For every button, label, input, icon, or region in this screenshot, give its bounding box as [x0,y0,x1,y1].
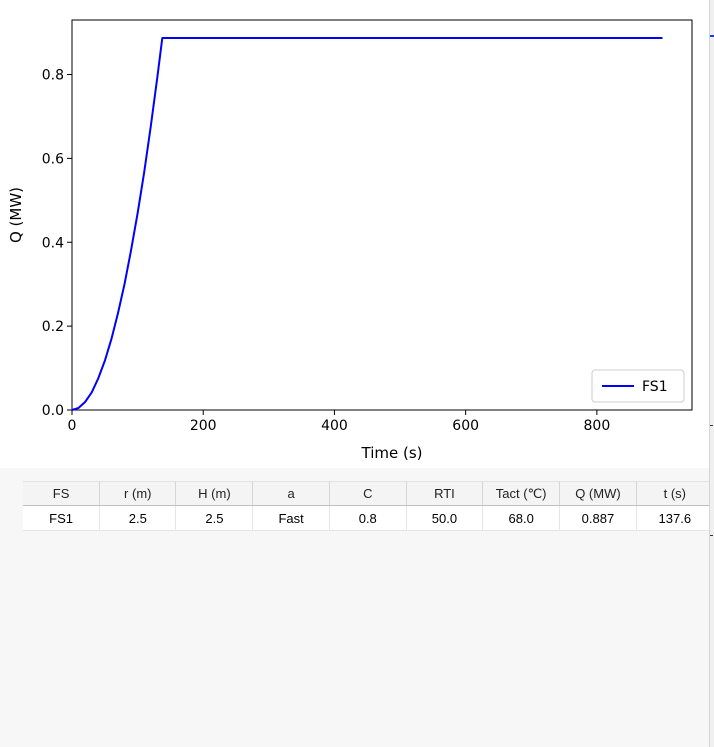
cell-rti: 50.0 [406,505,484,531]
col-header-h[interactable]: H (m) [175,481,254,506]
series-line-fs1 [71,37,663,411]
cell-tact: 68.0 [482,505,561,531]
cell-h: 2.5 [175,505,254,531]
y-tick-label: 0.4 [42,235,64,251]
cell-r: 2.5 [99,505,177,531]
right-scroll-edge[interactable] [709,0,714,747]
col-header-r[interactable]: r (m) [99,481,177,506]
table-header-row: FS r (m) H (m) a C RTI Tact (℃) Q (MW) t… [23,481,714,506]
y-axis-label: Q (MW) [7,187,25,243]
edge-accent-mark [710,35,714,37]
edge-tick-mark [710,535,713,536]
col-header-a[interactable]: a [252,481,330,506]
cell-fs-name[interactable]: FS1 [23,505,101,531]
x-axis-label: Time (s) [361,444,423,462]
y-tick-label: 0.0 [42,403,64,419]
plot-frame [71,19,693,411]
plot-area: 0 200 400 600 800 0.0 0.2 0.4 0.6 0.8 Time (s) Q (M… [7,19,693,462]
x-tick-label: 400 [321,418,348,434]
chart: 0 200 400 600 800 0.0 0.2 0.4 0.6 0.8 Time (s) Q (M… [7,19,693,462]
col-header-tact[interactable]: Tact (℃) [482,481,561,506]
col-header-fs[interactable]: FS [23,481,101,506]
x-tick-label: 600 [452,418,479,434]
legend-label: FS1 [642,379,668,395]
x-tick-label: 800 [584,418,611,434]
table-row[interactable]: FS1 2.5 2.5 Fast 0.8 50.0 68.0 0.887 137… [23,505,714,531]
y-tick-label: 0.8 [42,68,64,84]
col-header-c[interactable]: C [329,481,407,506]
edge-tick-mark [710,425,713,426]
cell-c: 0.8 [329,505,407,531]
col-header-rti[interactable]: RTI [406,481,484,506]
cell-q: 0.887 [559,505,637,531]
x-tick-label: 200 [190,418,217,434]
results-table: FS r (m) H (m) a C RTI Tact (℃) Q (MW) t… [23,481,714,531]
col-header-t[interactable]: t (s) [636,481,714,506]
y-tick-label: 0.2 [42,319,64,335]
legend-box [591,369,685,403]
x-tick-label: 0 [68,418,77,434]
cell-t: 137.6 [636,505,714,531]
col-header-q[interactable]: Q (MW) [559,481,637,506]
cell-a: Fast [252,505,330,531]
y-tick-label: 0.6 [42,151,64,167]
